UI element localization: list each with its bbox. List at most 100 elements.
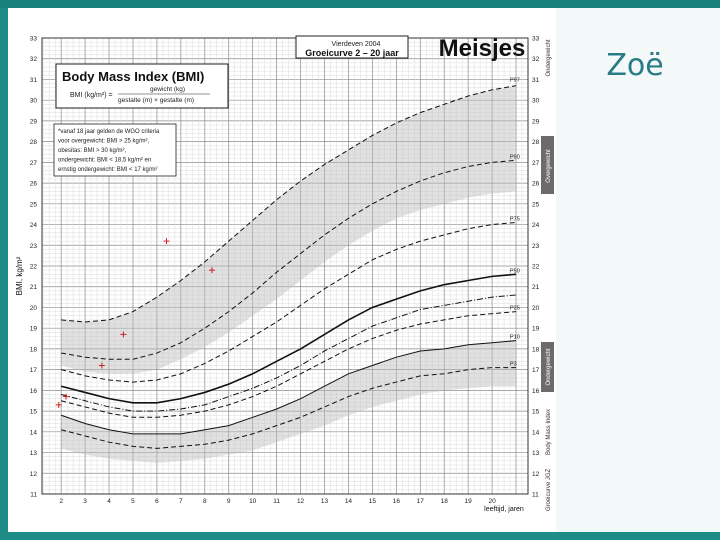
y-tick-label-left: 28 (30, 139, 38, 146)
percentile-label: P50 (510, 268, 520, 274)
chart-percentile-labels: P97 P90 P75 P50 P25 P10 P3 (510, 78, 520, 368)
x-tick-label: 5 (131, 498, 135, 505)
x-tick-label: 3 (83, 498, 87, 505)
chart-header-box (295, 35, 409, 59)
chart-paper (16, 36, 556, 512)
chart-axis-ticks: 11 11 12 12 13 13 14 14 15 15 16 16 17 17 18 18 19 19 20 20… (30, 36, 540, 506)
y-tick-label-left: 13 (30, 450, 38, 457)
side-note-1: Body Mass Index (546, 409, 552, 455)
chart-grid (41, 37, 529, 495)
percentile-line-p3 (61, 367, 517, 449)
percentile-line-p25 (61, 311, 517, 418)
percentile-label: P3 (510, 362, 517, 368)
chart-date: Vierdeven 2004 (332, 41, 381, 48)
y-tick-label-right: 26 (532, 181, 540, 188)
slide-top-border (0, 0, 720, 8)
y-tick-label-left: 20 (30, 305, 38, 312)
x-tick-label: 20 (488, 498, 496, 505)
side-strip-top (541, 36, 554, 80)
percentile-label: P97 (510, 78, 520, 84)
who-criteria-line: voor overgewicht: BMI > 25 kg/m², (58, 139, 150, 145)
patient-name-title: Zoë (606, 48, 664, 83)
y-tick-label-left: 32 (30, 56, 38, 63)
bmi-box-title: Body Mass Index (BMI) (62, 69, 204, 84)
y-tick-label-right: 14 (532, 429, 540, 436)
y-tick-label-right: 32 (532, 56, 540, 63)
percentile-line-p10 (60, 340, 517, 435)
who-criteria-line: ernstig ondergewicht: BMI < 17 kg/m² (58, 167, 158, 173)
y-tick-label-left: 33 (30, 36, 38, 43)
y-tick-label-right: 19 (532, 326, 540, 333)
x-tick-label: 7 (179, 498, 183, 505)
chart-title: Meisjes (439, 35, 526, 62)
side-strip-underweight (541, 342, 554, 392)
y-tick-label-right: 24 (532, 222, 540, 229)
percentile-label: P25 (510, 306, 520, 312)
y-axis-label: BMI, kg/m² (15, 256, 24, 295)
x-tick-label: 15 (369, 498, 377, 505)
bmi-info-box (55, 63, 229, 109)
y-tick-label-left: 26 (30, 181, 38, 188)
y-tick-label-left: 25 (30, 201, 38, 208)
side-label-corner: Ondergewicht (546, 39, 552, 76)
y-tick-label-left: 29 (30, 118, 38, 125)
y-tick-label-right: 11 (532, 492, 539, 499)
y-tick-label-left: 21 (30, 284, 38, 291)
x-tick-label: 6 (155, 498, 159, 505)
y-tick-label-right: 21 (532, 284, 540, 291)
percentile-label: P90 (510, 154, 520, 160)
percentile-label: P75 (510, 216, 520, 222)
percentile-line-p75 (61, 221, 517, 383)
y-tick-label-left: 19 (30, 326, 38, 333)
y-tick-label-left: 14 (30, 429, 38, 436)
y-tick-label-left: 11 (30, 492, 37, 499)
x-tick-label: 14 (345, 498, 353, 505)
y-tick-label-right: 23 (532, 243, 540, 250)
percentile-line-p50 (60, 273, 517, 404)
side-label-top: Overgewicht (546, 149, 552, 183)
y-tick-label-right: 16 (532, 388, 540, 395)
who-criteria-box (53, 123, 177, 177)
y-tick-label-right: 20 (532, 305, 540, 312)
x-tick-label: 17 (417, 498, 425, 505)
x-tick-label: 2 (59, 498, 63, 505)
side-strip-overweight (541, 136, 554, 194)
who-criteria-line: obesitas: BMI > 30 kg/m², (58, 148, 127, 154)
y-tick-label-right: 18 (532, 346, 540, 353)
y-tick-label-right: 27 (532, 160, 540, 167)
percentile-label: P10 (510, 335, 520, 341)
bmi-formula-denominator: gestalte (m) × gestalte (m) (118, 97, 194, 104)
y-tick-label-left: 24 (30, 222, 38, 229)
y-tick-label-right: 25 (532, 201, 540, 208)
x-tick-label: 10 (249, 498, 257, 505)
y-tick-label-right: 29 (532, 118, 540, 125)
y-tick-label-right: 13 (532, 450, 540, 457)
x-tick-label: 9 (227, 498, 231, 505)
who-criteria-line: *vanaf 18 jaar gelden de WGO criteria (58, 129, 160, 135)
y-tick-label-left: 27 (30, 160, 38, 167)
y-tick-label-right: 28 (532, 139, 540, 146)
y-tick-label-left: 12 (30, 471, 38, 478)
x-tick-label: 11 (273, 498, 280, 505)
y-tick-label-right: 12 (532, 471, 540, 478)
side-note-2: Groeicurve JGZ (546, 468, 552, 511)
y-tick-label-right: 30 (532, 98, 540, 105)
y-tick-label-right: 17 (532, 367, 540, 374)
y-tick-label-left: 23 (30, 243, 38, 250)
y-tick-label-right: 33 (532, 36, 540, 43)
slide-side-panel (556, 8, 720, 532)
x-tick-label: 16 (393, 498, 401, 505)
x-tick-label: 19 (465, 498, 473, 505)
x-tick-label: 13 (321, 498, 329, 505)
y-tick-label-right: 31 (532, 77, 540, 84)
y-tick-label-right: 22 (532, 264, 540, 271)
percentile-line-p3-lower- (61, 294, 517, 412)
y-tick-label-left: 16 (30, 388, 38, 395)
percentile-line-p90 (61, 159, 517, 360)
chart-subtitle: Groeicurve 2 – 20 jaar (305, 48, 399, 58)
y-tick-label-left: 18 (30, 346, 38, 353)
who-criteria-line: ondergewicht: BMI < 18,5 kg/m² en (58, 158, 151, 164)
x-tick-label: 12 (297, 498, 305, 505)
x-tick-label: 18 (441, 498, 449, 505)
